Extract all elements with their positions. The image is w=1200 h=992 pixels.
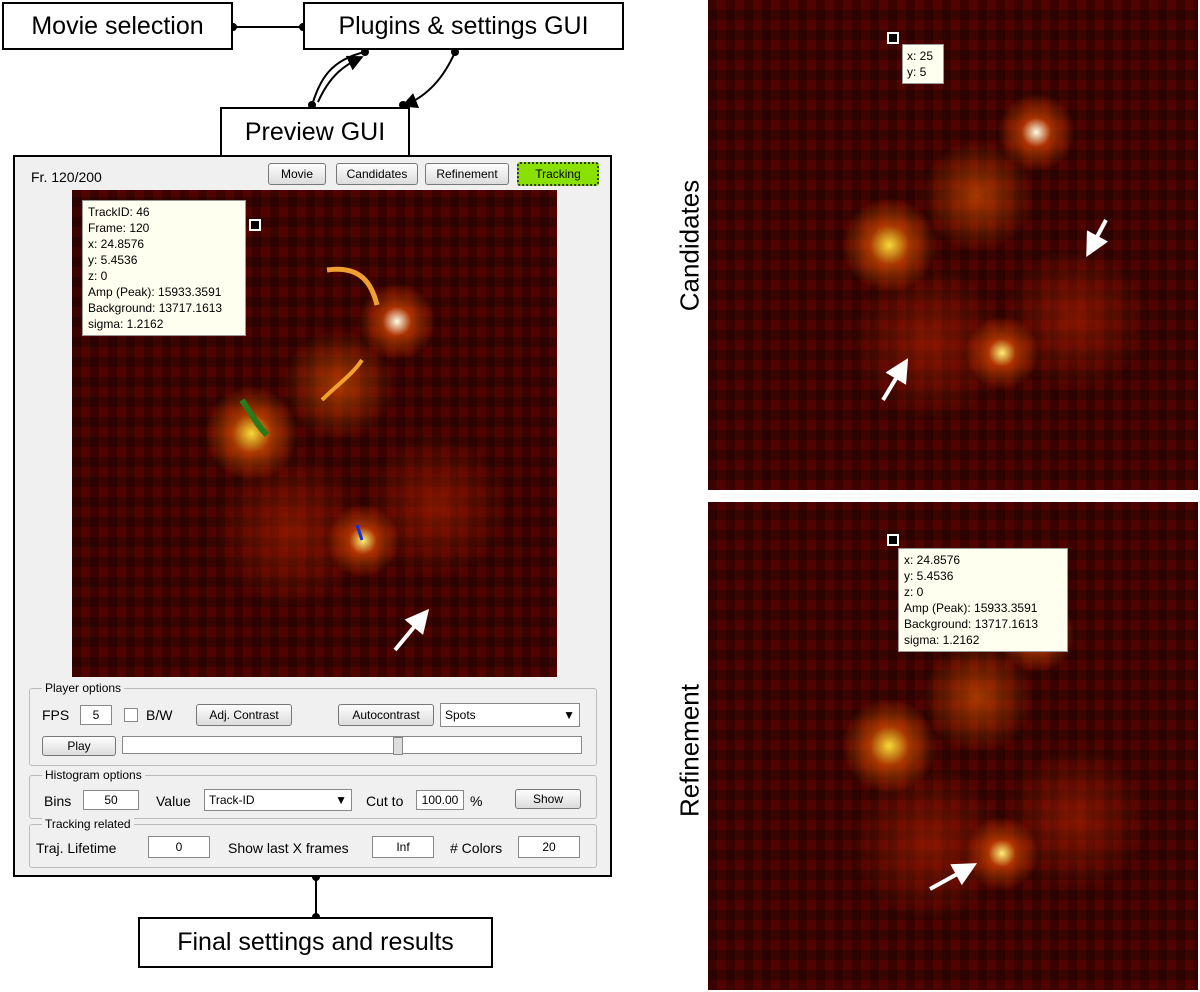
- label: Cut to: [366, 793, 404, 809]
- tooltip-line: Frame: 120: [88, 221, 150, 235]
- tooltip-line: TrackID: 46: [88, 205, 150, 219]
- dot: [361, 48, 369, 56]
- node: Preview GUI: [220, 107, 410, 157]
- tooltip-line: Amp (Peak): 15933.3591: [88, 285, 222, 299]
- label: FPS: [42, 707, 70, 723]
- panel-label: Candidates: [674, 179, 705, 312]
- track: [326, 266, 380, 306]
- dropdown-value: Track-ID: [209, 793, 255, 807]
- arrow: [929, 863, 978, 891]
- connector: [311, 51, 366, 106]
- tooltip-line: x: 24.8576: [88, 237, 145, 251]
- node: Final settings and results: [138, 917, 493, 968]
- slider[interactable]: [122, 736, 582, 755]
- label: Bins: [44, 793, 72, 809]
- tooltip-line: Background: 13717.1613: [88, 301, 223, 315]
- tooltip-line: x: 24.8576: [904, 553, 961, 567]
- input[interactable]: 100.00: [416, 790, 464, 810]
- tooltip-line: y: 5.4536: [88, 253, 138, 267]
- frame-counter: Fr. 120/200: [31, 169, 102, 185]
- tooltip-line: Background: 13717.1613: [904, 617, 1039, 631]
- dropdown-value: Spots: [445, 708, 476, 722]
- selection-marker: [887, 534, 899, 546]
- label: %: [470, 793, 483, 809]
- arrow: [317, 55, 364, 103]
- tooltip-line: x: 25: [907, 49, 934, 63]
- dropdown-arrow: ▼: [335, 793, 347, 807]
- input[interactable]: 0: [148, 836, 210, 858]
- tab-button[interactable]: Candidates: [336, 163, 418, 185]
- button[interactable]: Adj. Contrast: [196, 704, 292, 726]
- tab-button[interactable]: Refinement: [425, 163, 509, 185]
- panel-label: Refinement: [674, 684, 705, 817]
- label: Traj. Lifetime: [36, 840, 117, 856]
- tooltip-line: sigma: 1.2162: [88, 317, 164, 331]
- tooltip-line: z: 0: [88, 269, 108, 283]
- panel-image: x: 25 y: 5: [708, 0, 1198, 490]
- player-options: Player options FPS 5 B/W Adj. Contrast A…: [29, 681, 597, 766]
- tracks: [239, 219, 430, 652]
- group-legend: Player options: [42, 681, 125, 695]
- markers: [881, 32, 1109, 402]
- input[interactable]: 50: [83, 790, 139, 810]
- button[interactable]: Play: [42, 736, 116, 756]
- tracking-related: Tracking related Traj. Lifetime 0 Show l…: [29, 817, 597, 868]
- group-legend: Histogram options: [42, 768, 145, 782]
- preview-window: Fr. 120/200 Movie Candidates Refinement …: [13, 155, 612, 877]
- tooltip-line: y: 5.4536: [904, 569, 954, 583]
- tooltip: TrackID: 46 Frame: 120 x: 24.8576 y: 5.4…: [82, 200, 246, 336]
- button[interactable]: Autocontrast: [338, 704, 434, 726]
- group-legend: Tracking related: [42, 817, 134, 831]
- slider-thumb[interactable]: [393, 737, 403, 755]
- input[interactable]: 20: [518, 836, 580, 858]
- node: Movie selection: [2, 2, 233, 50]
- label: B/W: [146, 707, 173, 723]
- markers: [887, 534, 978, 891]
- label: # Colors: [450, 840, 503, 856]
- checkbox[interactable]: [124, 708, 138, 722]
- dropdown[interactable]: Spots ▼: [440, 703, 580, 727]
- tooltip-line: z: 0: [904, 585, 924, 599]
- tooltip-line: Amp (Peak): 15933.3591: [904, 601, 1038, 615]
- arrow: [1086, 219, 1109, 258]
- track: [239, 398, 270, 438]
- selection-marker: [249, 219, 261, 231]
- movie-frame: TrackID: 46 Frame: 120 x: 24.8576 y: 5.4…: [72, 190, 557, 677]
- track: [355, 524, 364, 541]
- input[interactable]: 5: [80, 705, 112, 725]
- label: Show last X frames: [228, 840, 349, 856]
- dot: [451, 48, 459, 56]
- input[interactable]: Inf: [372, 836, 434, 858]
- tab-button[interactable]: Movie: [268, 163, 326, 185]
- tab-button-active[interactable]: Tracking: [517, 162, 599, 186]
- panel-image: x: 24.8576 y: 5.4536 z: 0 Amp (Peak): 15…: [708, 502, 1198, 990]
- arrow: [401, 51, 456, 108]
- arrow: [881, 358, 909, 402]
- tooltip: x: 25 y: 5: [902, 44, 944, 84]
- track: [320, 358, 364, 402]
- label: Value: [156, 793, 191, 809]
- tooltip: x: 24.8576 y: 5.4536 z: 0 Amp (Peak): 15…: [898, 548, 1068, 652]
- node: Plugins & settings GUI: [303, 2, 624, 50]
- tooltip-line: y: 5: [907, 65, 927, 79]
- dropdown-arrow: ▼: [563, 708, 575, 722]
- button[interactable]: Show: [515, 789, 581, 809]
- arrow: [393, 608, 430, 652]
- tooltip-line: sigma: 1.2162: [904, 633, 980, 647]
- dropdown[interactable]: Track-ID ▼: [204, 789, 352, 811]
- histogram-options: Histogram options Bins 50 Value Track-ID…: [29, 768, 597, 819]
- selection-marker: [887, 32, 899, 44]
